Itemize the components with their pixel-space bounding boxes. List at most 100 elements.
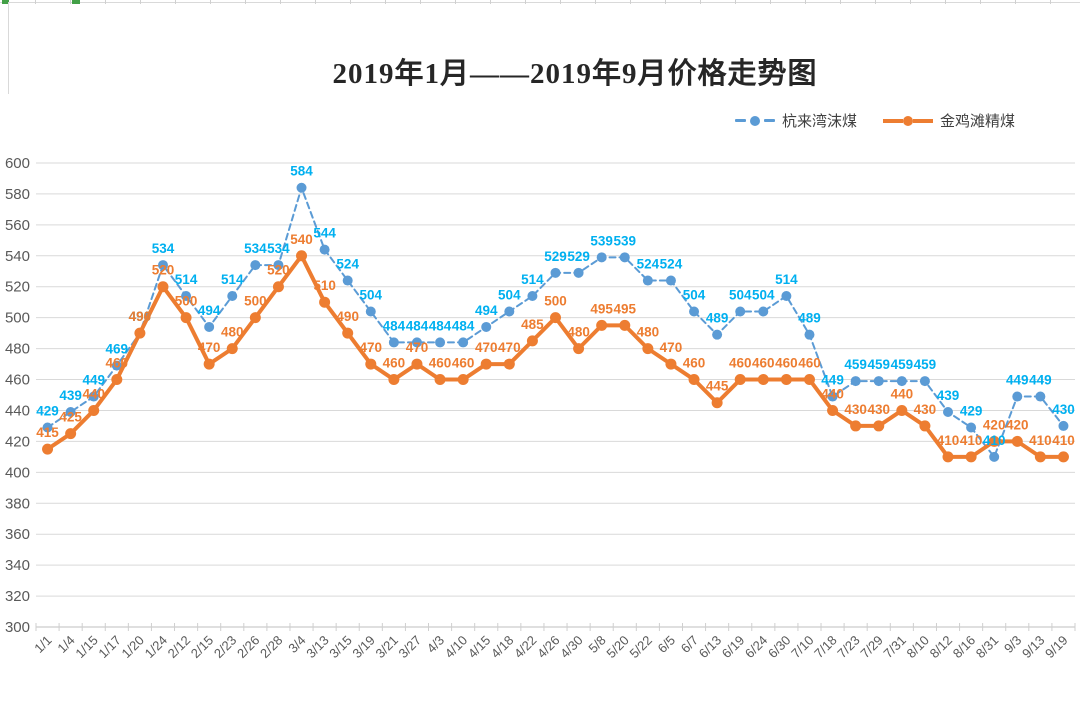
series-0-point[interactable] xyxy=(943,407,954,418)
series-0-point[interactable] xyxy=(388,337,399,348)
series-0-point[interactable] xyxy=(850,376,861,387)
series-0-point[interactable] xyxy=(250,260,261,271)
series-1-point[interactable] xyxy=(688,374,700,386)
svg-text:459: 459 xyxy=(914,357,937,372)
series-0-point[interactable] xyxy=(296,182,307,193)
svg-text:470: 470 xyxy=(498,340,521,355)
series-0-point[interactable] xyxy=(88,391,99,402)
series-0-point[interactable] xyxy=(111,360,122,371)
svg-text:504: 504 xyxy=(683,287,706,302)
series-0-point[interactable] xyxy=(804,329,815,340)
series-0-point[interactable] xyxy=(573,267,584,278)
series-0-point[interactable] xyxy=(204,321,215,332)
series-0-point[interactable] xyxy=(689,306,700,317)
series-0-point[interactable] xyxy=(781,291,792,302)
series-0-point[interactable] xyxy=(65,407,76,418)
series-1-point[interactable] xyxy=(942,451,954,463)
series-1-point[interactable] xyxy=(642,343,654,355)
series-0-point[interactable] xyxy=(1058,420,1069,431)
series-1-point[interactable] xyxy=(711,397,723,409)
series-0-point[interactable] xyxy=(435,337,446,348)
series-0-point[interactable] xyxy=(527,291,538,302)
series-1-point[interactable] xyxy=(249,312,261,324)
series-0-point[interactable] xyxy=(273,260,284,271)
series-0-point[interactable] xyxy=(896,376,907,387)
series-0-point[interactable] xyxy=(411,337,422,348)
series-1-point[interactable] xyxy=(411,358,423,370)
series-0-point[interactable] xyxy=(342,275,353,286)
series-1-point[interactable] xyxy=(319,296,331,308)
series-0-point[interactable] xyxy=(504,306,515,317)
series-0-point[interactable] xyxy=(227,291,238,302)
series-1-point[interactable] xyxy=(734,374,746,386)
series-0-point[interactable] xyxy=(989,451,1000,462)
series-1-point[interactable] xyxy=(203,358,215,370)
series-0-point[interactable] xyxy=(365,306,376,317)
series-1-point[interactable] xyxy=(388,374,400,386)
series-0-point[interactable] xyxy=(873,376,884,387)
series-0-point[interactable] xyxy=(642,275,653,286)
series-1-point[interactable] xyxy=(573,343,585,355)
series-0-point[interactable] xyxy=(181,291,192,302)
series-1-point[interactable] xyxy=(296,250,308,262)
series-1-point[interactable] xyxy=(619,319,631,331)
series-1-point[interactable] xyxy=(434,374,446,386)
series-0-point[interactable] xyxy=(919,376,930,387)
series-1-point[interactable] xyxy=(596,319,608,331)
svg-text:8/16: 8/16 xyxy=(950,633,979,662)
series-1-point[interactable] xyxy=(457,374,469,386)
series-0-point[interactable] xyxy=(458,337,469,348)
series-0-point[interactable] xyxy=(42,422,53,433)
legend-item-jinjitan[interactable]: 金鸡滩精煤 xyxy=(883,110,1015,131)
series-0-point[interactable] xyxy=(481,321,492,332)
series-1-point[interactable] xyxy=(850,420,862,432)
series-1-point[interactable] xyxy=(180,312,192,324)
svg-text:489: 489 xyxy=(798,311,821,326)
svg-text:524: 524 xyxy=(336,257,359,272)
series-1-point[interactable] xyxy=(988,435,1000,447)
series-0-point[interactable] xyxy=(966,422,977,433)
series-1-point[interactable] xyxy=(111,374,123,386)
series-1-point[interactable] xyxy=(365,358,377,370)
series-1-point[interactable] xyxy=(873,420,885,432)
series-1-point[interactable] xyxy=(665,358,677,370)
series-1-point[interactable] xyxy=(896,404,908,416)
series-0-point[interactable] xyxy=(1012,391,1023,402)
series-1-point[interactable] xyxy=(526,335,538,347)
series-1-point[interactable] xyxy=(226,343,238,355)
series-0-point[interactable] xyxy=(596,252,607,263)
series-1-point[interactable] xyxy=(134,327,146,339)
series-1-point[interactable] xyxy=(272,281,284,293)
legend-item-hanglaiwan[interactable]: 杭来湾沫煤 xyxy=(735,110,857,131)
series-1-point[interactable] xyxy=(42,443,54,455)
series-1-point[interactable] xyxy=(480,358,492,370)
series-1-point[interactable] xyxy=(803,374,815,386)
series-0-point[interactable] xyxy=(712,329,723,340)
series-1-point[interactable] xyxy=(1011,435,1023,447)
series-1-point[interactable] xyxy=(503,358,515,370)
series-0-point[interactable] xyxy=(758,306,769,317)
series-0-point[interactable] xyxy=(735,306,746,317)
series-0-point[interactable] xyxy=(157,260,168,271)
series-1-point[interactable] xyxy=(919,420,931,432)
series-1-point[interactable] xyxy=(342,327,354,339)
series-1-point[interactable] xyxy=(550,312,561,324)
series-1-line[interactable] xyxy=(42,250,1069,463)
series-1-point[interactable] xyxy=(1034,451,1046,463)
series-1-point[interactable] xyxy=(157,281,169,293)
series-1-point[interactable] xyxy=(88,404,100,416)
series-0-line[interactable] xyxy=(42,182,1069,462)
series-0-point[interactable] xyxy=(1035,391,1046,402)
series-1-point[interactable] xyxy=(965,451,977,463)
series-0-point[interactable] xyxy=(319,244,330,255)
series-1-point[interactable] xyxy=(827,404,839,416)
series-1-point[interactable] xyxy=(757,374,769,386)
series-0-point[interactable] xyxy=(619,252,630,263)
series-1-point[interactable] xyxy=(65,428,77,440)
series-1-point[interactable] xyxy=(1057,451,1069,463)
series-0-point[interactable] xyxy=(827,391,838,402)
series-0-point[interactable] xyxy=(550,267,561,278)
series-0-point[interactable] xyxy=(665,275,676,286)
series-1-point[interactable] xyxy=(780,374,792,386)
